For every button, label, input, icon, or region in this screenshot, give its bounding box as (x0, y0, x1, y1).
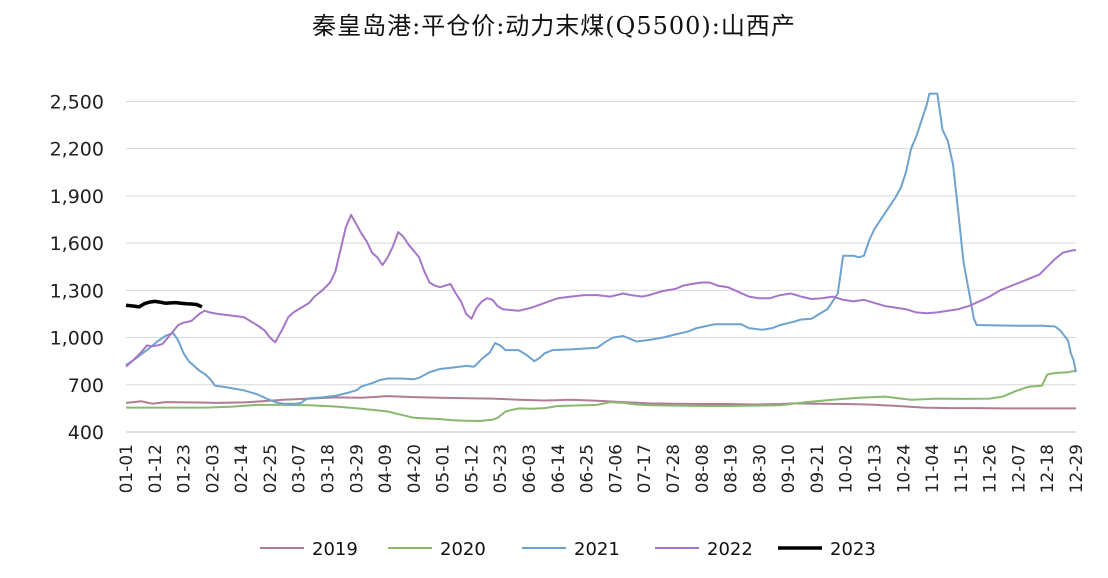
x-tick-label: 06-14 (549, 444, 569, 493)
chart-title: 秦皇岛港:平仓价:动力末煤(Q5500):山西产 (312, 12, 796, 40)
x-tick-label: 06-25 (578, 444, 598, 493)
x-tick-label: 07-28 (664, 444, 684, 493)
x-tick-label: 12-29 (1067, 444, 1087, 493)
grid-layer (126, 100, 1076, 433)
x-tick-label: 09-10 (779, 444, 799, 493)
y-tick-label: 700 (68, 375, 104, 397)
x-tick-label: 12-07 (1009, 444, 1029, 493)
x-tick-label: 06-03 (520, 444, 540, 493)
x-tick-label: 02-14 (232, 444, 252, 493)
legend-label-2019: 2019 (312, 539, 358, 560)
legend-label-2022: 2022 (707, 539, 753, 560)
y-tick-label: 1,900 (50, 186, 104, 208)
x-tick-label: 08-08 (693, 444, 713, 493)
x-tick-label: 02-03 (203, 444, 223, 493)
y-tick-label: 2,200 (50, 139, 104, 161)
y-tick-label: 2,500 (50, 91, 104, 113)
y-tick-label: 1,000 (50, 328, 104, 350)
series-line-2019 (125, 395, 1076, 410)
series-layer (125, 92, 1077, 422)
legend-label-2021: 2021 (574, 539, 620, 560)
x-tick-label: 01-12 (146, 444, 166, 493)
y-tick-label: 1,300 (50, 280, 104, 302)
x-tick-label: 05-01 (434, 444, 454, 493)
legend-label-2020: 2020 (440, 539, 486, 560)
legend-label-2023: 2023 (830, 539, 876, 560)
x-tick-label: 05-12 (462, 444, 482, 493)
x-tick-label: 03-29 (347, 444, 367, 493)
x-tick-label: 11-04 (923, 444, 943, 493)
x-tick-label: 08-30 (750, 444, 770, 493)
y-tick-label: 400 (68, 422, 104, 444)
y-axis: 400 700 1,000 1,300 1,600 1,900 2,200 2,500 (50, 91, 104, 444)
x-tick-label: 03-18 (319, 444, 339, 493)
x-tick-label: 02-25 (261, 444, 281, 493)
x-tick-label: 07-17 (635, 444, 655, 493)
x-tick-label: 01-23 (175, 444, 195, 493)
x-tick-label: 04-09 (376, 444, 396, 493)
x-tick-label: 09-21 (808, 444, 828, 493)
series-line-2021 (125, 92, 1077, 405)
x-tick-label: 11-15 (952, 444, 972, 493)
x-tick-label: 10-24 (894, 444, 914, 493)
x-tick-label: 01-01 (117, 444, 137, 493)
series-line-2020 (126, 369, 1077, 422)
x-tick-label: 10-13 (865, 444, 885, 493)
x-tick-label: 04-20 (405, 444, 425, 493)
x-tick-label: 12-18 (1038, 444, 1058, 493)
x-tick-label: 05-23 (491, 444, 511, 493)
x-tick-label: 11-26 (981, 444, 1001, 493)
x-axis: 01-01 01-12 01-23 02-03 02-14 02-25 03-07 03-18… (117, 431, 1087, 493)
series-line-2023 (125, 299, 203, 309)
legend: 2019 2020 2021 2022 2023 (260, 539, 876, 560)
x-tick-label: 08-19 (722, 444, 742, 493)
x-tick-label: 03-07 (290, 444, 310, 493)
series-line-2022 (125, 213, 1076, 368)
y-tick-label: 1,600 (50, 233, 104, 255)
x-tick-label: 10-02 (837, 444, 857, 493)
x-tick-label: 07-06 (606, 444, 626, 493)
